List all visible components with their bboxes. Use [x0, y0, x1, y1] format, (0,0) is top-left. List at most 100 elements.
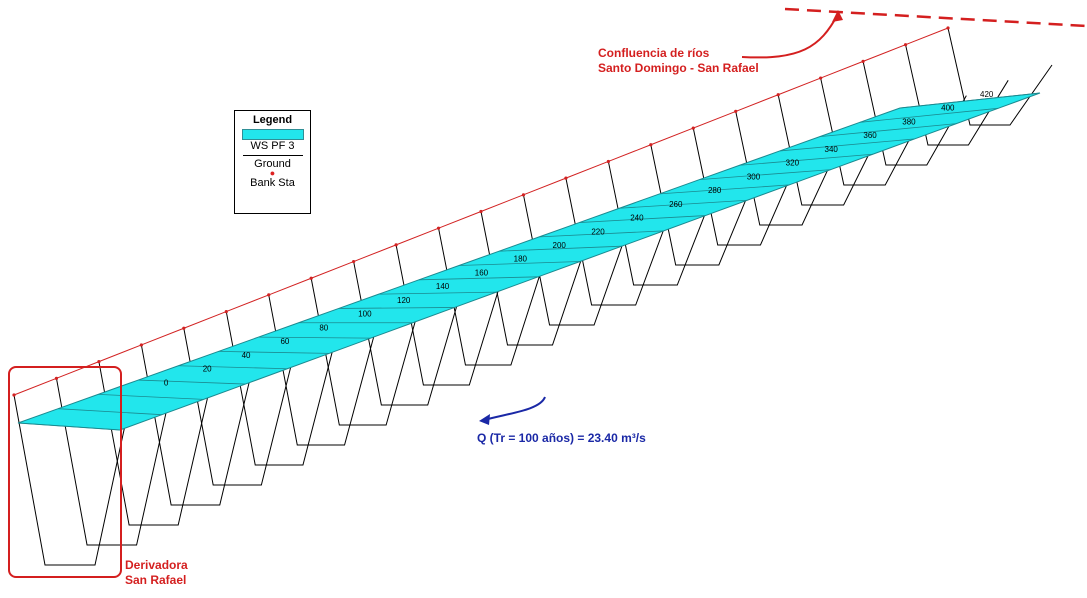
confluence-label: Confluencia de ríos Santo Domingo - San …	[598, 46, 759, 76]
ground-profile	[140, 344, 256, 506]
bank-station-marker	[309, 276, 313, 280]
bank-station-marker	[436, 226, 441, 230]
station-label: 160	[475, 268, 489, 277]
bank-station-marker	[224, 309, 228, 314]
bank-station-marker	[352, 259, 356, 264]
confluence-arrow	[741, 13, 839, 59]
water-section-line	[418, 276, 539, 281]
ground-profile	[862, 61, 967, 166]
flow-label: Q (Tr = 100 años) = 23.40 m³/s	[477, 431, 646, 445]
confluence-label-line2: Santo Domingo - San Rafael	[598, 61, 759, 75]
legend-bank-dot: ●	[269, 168, 276, 178]
station-label: 20	[203, 365, 212, 374]
confluence-arrowhead	[832, 10, 843, 22]
flow-arrow	[483, 396, 546, 421]
station-label: 360	[863, 131, 877, 140]
derivadora-label: Derivadora San Rafael	[125, 558, 188, 588]
bank-station-marker	[97, 360, 101, 364]
bank-station-marker	[394, 243, 398, 247]
bank-station-marker	[734, 109, 738, 114]
water-section-line	[178, 365, 288, 370]
bank-station-marker	[946, 26, 950, 30]
derivadora-label-line2: San Rafael	[125, 573, 187, 587]
bank-station-marker	[606, 159, 610, 164]
ground-profile	[225, 311, 340, 466]
water-section-line	[17, 422, 121, 431]
water-section-line	[699, 169, 831, 180]
derivadora-label-line1: Derivadora	[125, 558, 188, 572]
station-label: 400	[941, 104, 955, 113]
water-section-line	[218, 351, 330, 354]
ground-profile	[98, 361, 215, 526]
confluence-dashed-line	[784, 7, 1087, 28]
station-label: 200	[553, 241, 567, 250]
water-section-line	[739, 153, 873, 166]
ground-profile	[55, 378, 173, 546]
bank-station-marker	[691, 126, 695, 130]
bank-station-marker	[861, 59, 865, 63]
bank-line	[12, 26, 950, 397]
ground-profile	[820, 77, 925, 186]
water-section-line	[138, 379, 246, 385]
water-section-line	[98, 393, 204, 400]
station-label: 40	[242, 351, 251, 360]
legend-bank-label: Bank Sta	[250, 177, 295, 189]
station-label: 0	[164, 378, 169, 387]
bank-station-marker	[12, 393, 16, 397]
station-label: 180	[514, 255, 528, 264]
water-surface-polygon	[17, 92, 1041, 431]
station-label: 240	[630, 214, 644, 223]
bank-station-marker	[54, 376, 59, 380]
water-section-line	[779, 138, 915, 152]
station-label: 80	[319, 323, 328, 332]
bank-station-marker	[182, 326, 186, 330]
water-section-line	[659, 184, 790, 195]
bank-station-marker	[776, 93, 780, 97]
water-section-line	[499, 245, 622, 252]
bank-station-marker	[267, 293, 271, 297]
water-section-line	[58, 408, 162, 416]
flow-arrowhead	[479, 414, 490, 425]
station-label: 300	[747, 172, 761, 181]
bank-station-marker	[903, 43, 908, 47]
water-section-line	[338, 307, 455, 309]
water-section-line	[619, 199, 748, 209]
station-label: 380	[902, 117, 916, 126]
water-section-line	[539, 230, 664, 238]
water-surface	[17, 92, 1041, 431]
station-label: 320	[786, 159, 800, 168]
bank-station-marker	[819, 76, 823, 80]
ground-profile	[183, 328, 298, 486]
legend-title: Legend	[252, 114, 293, 126]
legend-water-label: WS PF 3	[250, 140, 295, 152]
station-labels: 0 20 40 60 80 100 120 140 160 180 200 220 240 260 280 3…	[164, 90, 994, 387]
water-section-line	[579, 215, 706, 223]
ground-profile	[13, 394, 131, 566]
water-section-line	[819, 123, 957, 138]
legend-box: Legend WS PF 3 Ground ● Bank Sta	[234, 110, 311, 214]
water-section-line	[258, 336, 371, 339]
derivadora-highlight-box	[8, 366, 122, 578]
water-section-line	[859, 107, 999, 123]
bank-station-marker	[564, 176, 568, 180]
station-label: 220	[591, 227, 605, 236]
station-label: 60	[280, 337, 289, 346]
bank-station-marker	[139, 343, 143, 347]
confluence-label-line1: Confluencia de ríos	[598, 46, 710, 60]
station-label: 140	[436, 282, 450, 291]
water-section-line	[378, 291, 497, 295]
bank-station-marker	[479, 209, 483, 214]
ground-profiles	[13, 27, 1053, 566]
station-label: 120	[397, 296, 411, 305]
ground-profile	[905, 44, 1009, 146]
bank-station-marker	[649, 143, 653, 147]
water-section-line	[899, 92, 1041, 109]
station-label: 260	[669, 200, 683, 209]
bank-station-marker	[521, 193, 526, 197]
water-section-line	[458, 261, 581, 266]
station-label: 420	[980, 90, 994, 99]
station-label: 280	[708, 186, 722, 195]
legend-ground-line	[242, 155, 303, 156]
station-label: 340	[825, 145, 839, 154]
